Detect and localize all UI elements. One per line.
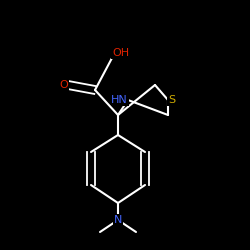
Text: HN: HN xyxy=(111,95,128,105)
Text: O: O xyxy=(59,80,68,90)
Text: OH: OH xyxy=(112,48,129,58)
Text: S: S xyxy=(168,95,175,105)
Text: N: N xyxy=(114,215,122,225)
